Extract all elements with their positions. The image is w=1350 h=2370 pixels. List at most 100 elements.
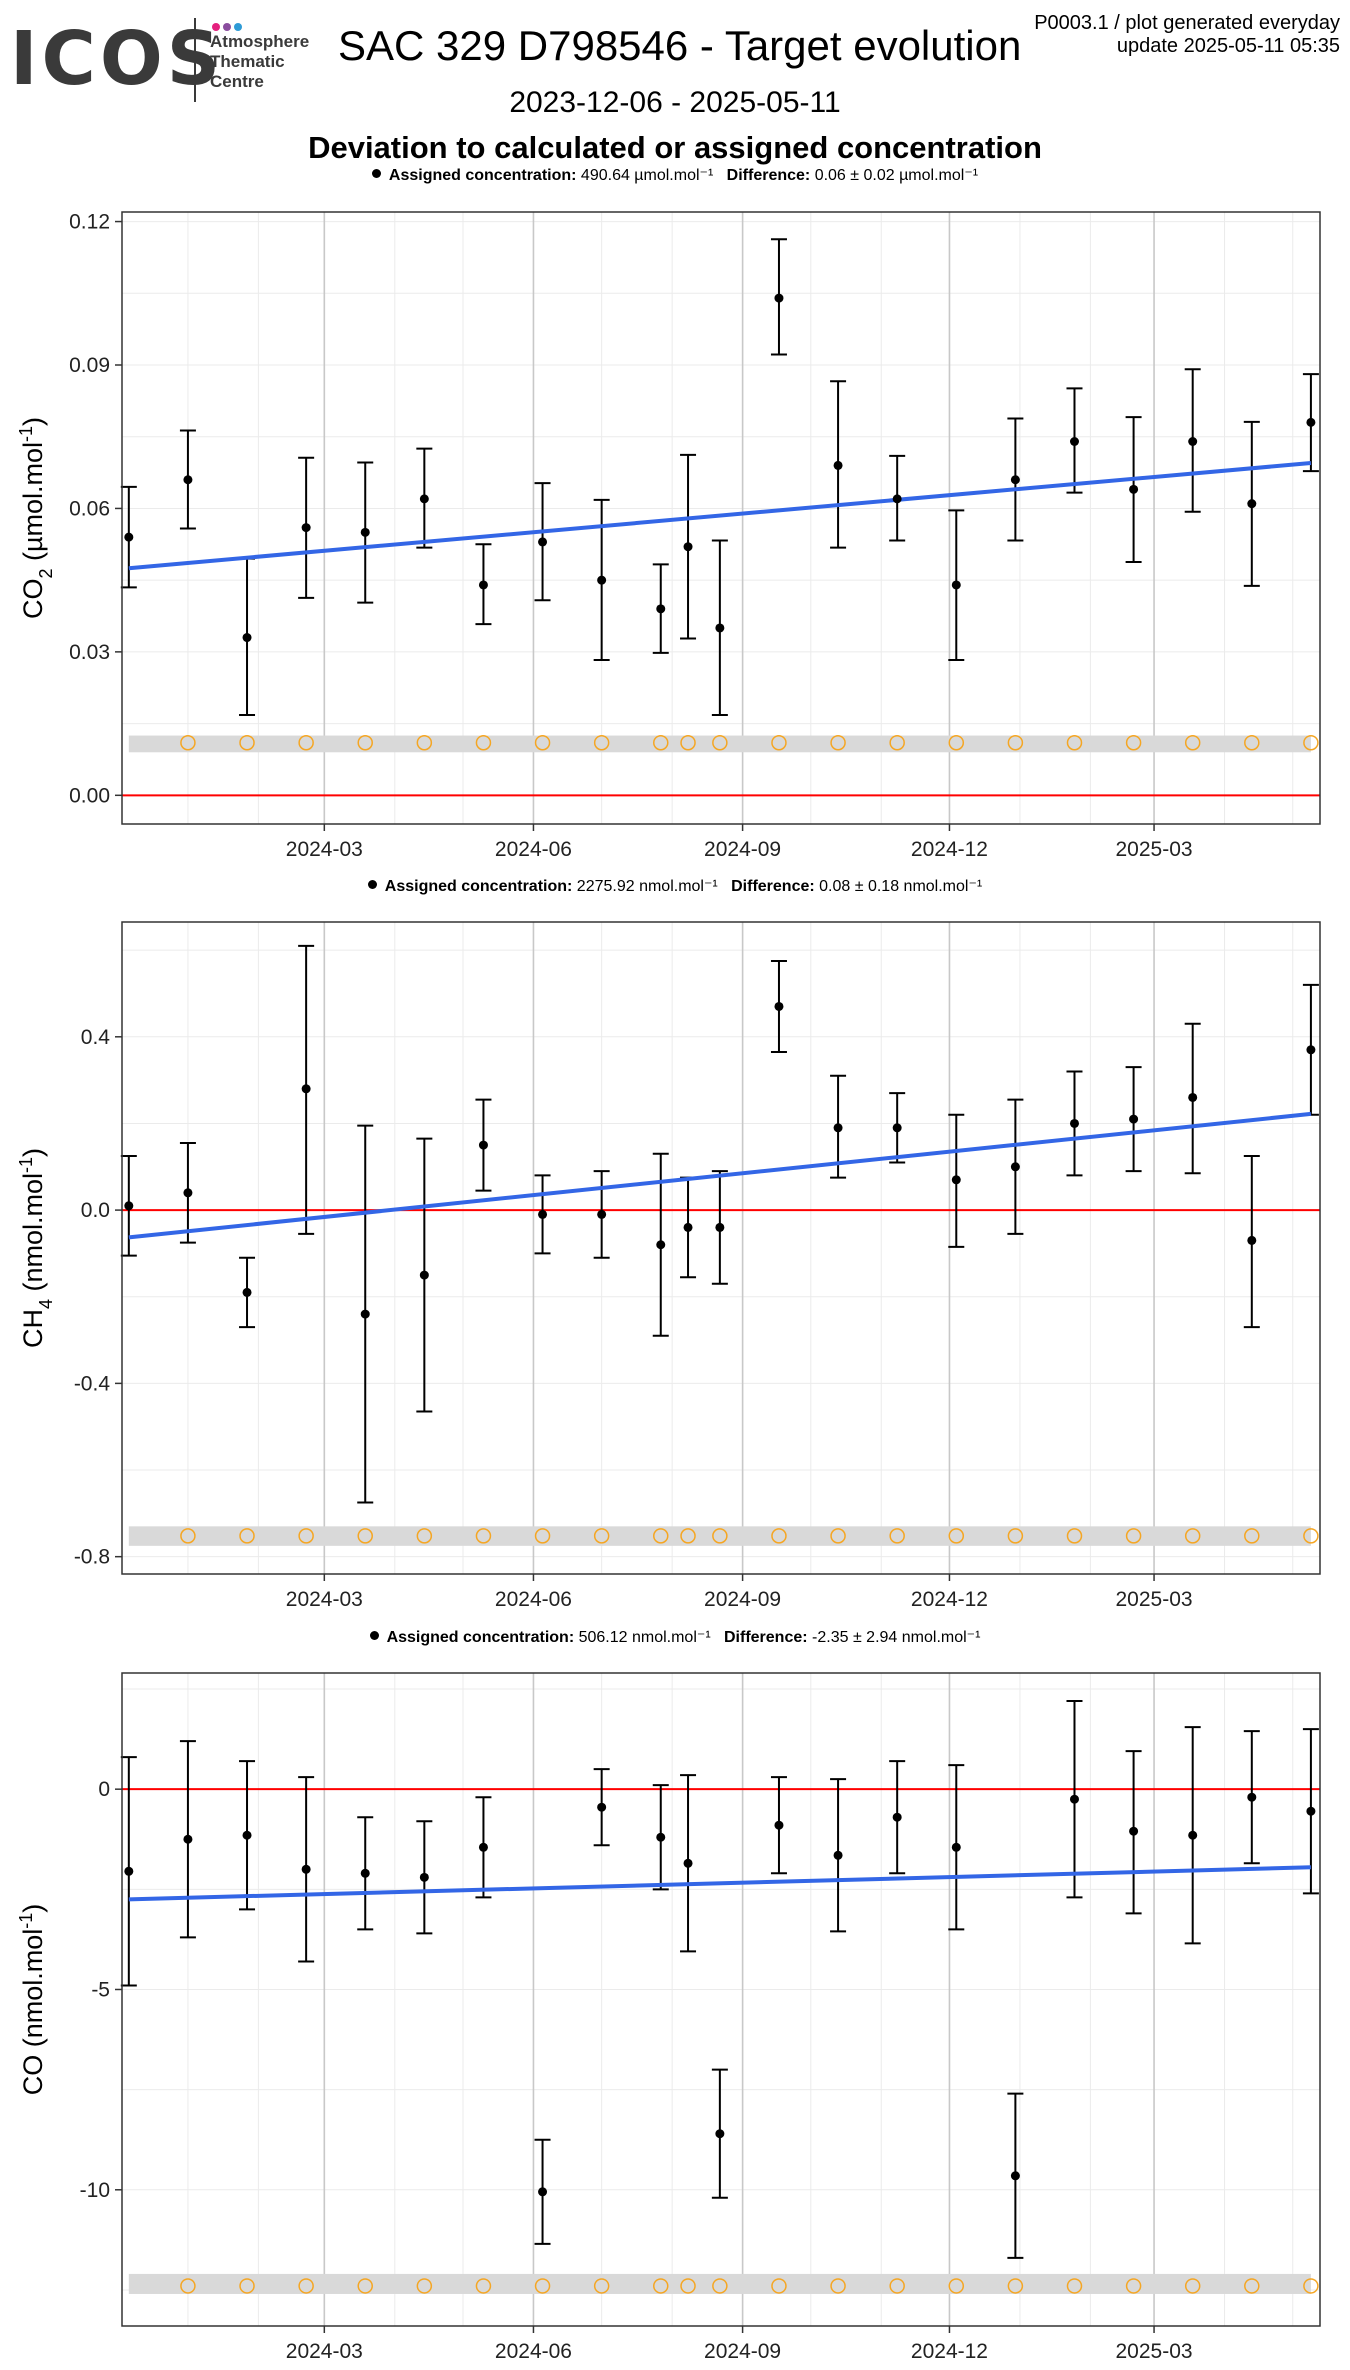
open-marker [298,734,314,751]
open-marker [475,2278,492,2294]
logo-caption-line: Thematic [210,52,285,71]
x-tick-label: 2025-03 [1116,1588,1193,1611]
open-marker [180,734,196,751]
data-point [715,2129,725,2139]
logo-caption: Atmosphere Thematic Centre [210,32,309,92]
y-tick-label: -0.4 [74,1372,111,1395]
open-marker [1244,1528,1260,1544]
legend-difference-value: 0.06 ± 0.02 µmol.mol⁻¹ [814,167,979,184]
data-point [892,494,902,504]
open-marker [1066,1528,1083,1544]
y-tick-label: 0 [98,1778,110,1801]
open-marker [653,734,669,751]
y-axis-title: CH4 (nmol.mol-1) [16,1148,56,1348]
data-point [1010,2171,1020,2181]
y-axis-title-end: ) [18,1148,48,1157]
chart-panel-2: -0.8 -0.4 0.0 0.4 2024-03 2024-06 2024-09 2024-… [16,921,1321,1611]
y-tick-label: 0.00 [69,784,110,807]
trend-line [128,1111,1312,1240]
data-point [683,1222,693,1232]
data-point [1010,1162,1020,1172]
data-point [1247,1235,1257,1245]
y-axis-title-end: ) [18,1904,48,1913]
data-point [419,1270,429,1280]
x-tick-label: 2025-03 [1116,838,1193,861]
generation-info: P0003.1 / plot generated everyday update… [1034,12,1340,58]
x-tick-label: 2024-09 [704,1588,781,1611]
legend-assigned-label: Assigned concentration: [388,167,577,184]
data-point [242,633,252,643]
data-point [656,604,666,614]
open-marker [593,2278,610,2294]
open-marker [1007,2278,1024,2294]
panel-border [121,921,1321,1575]
data-point [1188,1830,1198,1840]
data-point [597,1209,607,1219]
chart-subtitle: Deviation to calculated or assigned conc… [308,130,1042,165]
open-marker [712,734,728,751]
data-point [597,1802,607,1812]
logo-dot-blue [234,23,242,31]
data-point [1129,1826,1139,1836]
open-marker [889,1528,905,1544]
panel-border [121,1672,1321,2327]
reference-band [128,2273,1311,2294]
data-point [1188,437,1198,446]
date-range: 2023-12-06 - 2025-05-11 [509,86,841,119]
data-point [1306,1806,1316,1816]
data-point [951,1175,961,1185]
chart-panel-3: -10 -5 0 2024-03 2024-06 2024-09 2024-12 2025-0… [16,1672,1321,2363]
y-axis-title-main: CO [18,2055,48,2096]
legend-assigned-value: 2275.92 nmol.mol⁻¹ [576,878,718,895]
data-point [183,1834,193,1844]
y-tick-label: -5 [91,1978,110,2001]
open-marker [416,734,433,751]
data-point [478,1140,488,1150]
y-tick-label: -10 [80,2179,110,2202]
open-marker [1303,1528,1319,1544]
legend-assigned-label: Assigned concentration: [386,1629,575,1646]
x-tick-label: 2024-06 [495,838,572,861]
open-marker [416,1528,433,1544]
open-marker [830,1528,846,1544]
open-marker [830,2278,846,2294]
data-point [1069,1794,1079,1804]
data-point [538,1209,548,1219]
panel-border [121,211,1321,825]
open-marker [357,734,373,751]
data-point [124,1201,134,1211]
legend-co2: Assigned concentration: 490.64 µmol.mol⁻… [0,165,1350,185]
y-axis-title-sub: 4 [36,1299,56,1309]
data-point [597,575,607,585]
open-marker [1007,734,1024,751]
data-point [301,523,311,533]
open-marker [1244,2278,1260,2294]
open-marker [948,734,965,751]
open-marker [357,1528,373,1544]
data-point [1306,1045,1316,1055]
data-point [892,1123,902,1133]
y-axis-title-unit: (nmol.mol [18,1929,48,2055]
data-point [833,460,843,470]
open-marker [653,1528,669,1544]
y-axis-title-main: CO [18,579,48,620]
data-point [1247,499,1257,509]
x-tick-label: 2024-12 [911,2340,988,2363]
y-axis-title-unit: (µmol.mol [18,442,48,569]
data-point [301,1864,311,1874]
data-point [360,1868,370,1878]
open-marker [771,2278,787,2294]
data-point [538,537,548,547]
open-marker [680,734,696,751]
open-marker [239,734,255,751]
legend-difference-label: Difference: [724,1629,808,1646]
legend-ch4: Assigned concentration: 2275.92 nmol.mol… [0,876,1350,896]
open-marker [593,1528,610,1544]
open-marker [771,1528,787,1544]
legend-difference-value: -2.35 ± 2.94 nmol.mol⁻¹ [812,1629,981,1646]
open-marker [239,1528,255,1544]
legend-assigned-value: 506.12 nmol.mol⁻¹ [578,1629,711,1646]
y-axis-title-sup: -1 [16,1913,36,1929]
open-marker [1125,734,1142,751]
open-marker [948,1528,965,1544]
